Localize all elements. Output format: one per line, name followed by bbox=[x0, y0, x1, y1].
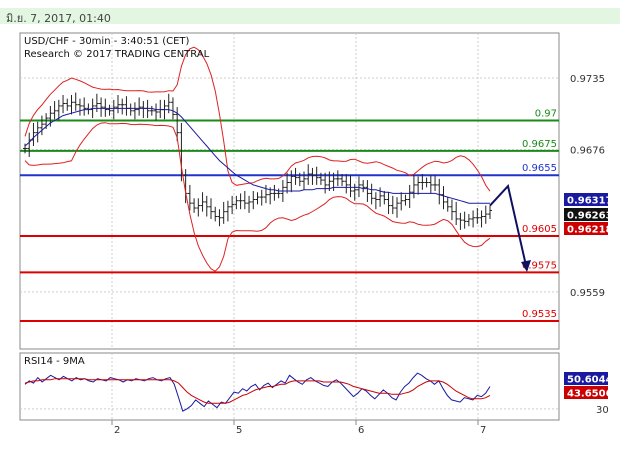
level-label: 0.9675 bbox=[522, 139, 557, 150]
x-tick-label: 6 bbox=[358, 425, 364, 436]
rsi-grid bbox=[20, 353, 559, 420]
x-tick-label: 2 bbox=[114, 425, 120, 436]
rsi-title: RSI14 - 9MA bbox=[24, 356, 85, 367]
rsi-tag bbox=[564, 386, 608, 399]
price-grid bbox=[20, 33, 559, 349]
date-time-label: มิ.ย. 7, 2017, 01:40 bbox=[6, 12, 111, 25]
level-label: 0.9575 bbox=[522, 260, 557, 271]
rsi-tag-label: 50.6044 bbox=[567, 375, 613, 386]
rsi-axis: 30 bbox=[596, 405, 609, 416]
rsi-lines bbox=[24, 372, 491, 412]
x-tick-label: 7 bbox=[480, 425, 486, 436]
level-label: 0.9535 bbox=[522, 309, 557, 320]
price-tick-label: 0.9735 bbox=[570, 74, 605, 85]
price-tag bbox=[564, 208, 608, 221]
rsi-tag bbox=[564, 372, 608, 385]
chart-subtitle: Research © 2017 TRADING CENTRAL bbox=[24, 49, 210, 60]
forecast-path bbox=[489, 184, 528, 271]
rsi-tag-label: 43.6506 bbox=[567, 389, 613, 400]
level-label: 0.9655 bbox=[522, 163, 557, 174]
forecast-arrowhead bbox=[521, 260, 531, 272]
price-axis: 0.9735 0.9676 0.9559 bbox=[570, 74, 605, 299]
rsi-ma-line bbox=[24, 378, 491, 404]
bollinger-bands bbox=[24, 46, 491, 272]
price-tick-label: 0.9676 bbox=[570, 146, 605, 157]
chart-title: USD/CHF - 30min - 3:40:51 (CET) bbox=[24, 36, 190, 47]
moving-average-line bbox=[24, 107, 490, 204]
upper-band bbox=[24, 46, 491, 192]
support-resistance-levels: 0.97 0.9675 0.9655 0.9605 0.9575 0.9535 bbox=[20, 109, 559, 323]
date-time-bar: มิ.ย. 7, 2017, 01:40 bbox=[0, 8, 620, 25]
lower-band bbox=[24, 122, 491, 272]
rsi-tick-label: 30 bbox=[596, 405, 609, 416]
price-tag-label: 0.96317 bbox=[567, 196, 613, 207]
level-label: 0.9605 bbox=[522, 224, 557, 235]
price-tags: 0.96317 0.96263 0.96218 bbox=[564, 193, 613, 236]
price-tag bbox=[564, 222, 608, 235]
x-axis: 2 5 6 7 bbox=[111, 420, 486, 436]
price-tag bbox=[564, 193, 608, 206]
price-bars bbox=[23, 92, 492, 230]
rsi-tags: 50.6044 43.6506 bbox=[564, 372, 613, 400]
price-tag-label: 0.96263 bbox=[567, 211, 613, 222]
price-lines bbox=[24, 107, 490, 204]
price-tick-label: 0.9559 bbox=[570, 288, 605, 299]
forecast-arrow bbox=[489, 184, 531, 272]
x-tick-label: 5 bbox=[236, 425, 242, 436]
level-label: 0.97 bbox=[535, 109, 557, 120]
price-tag-label: 0.96218 bbox=[567, 225, 613, 236]
